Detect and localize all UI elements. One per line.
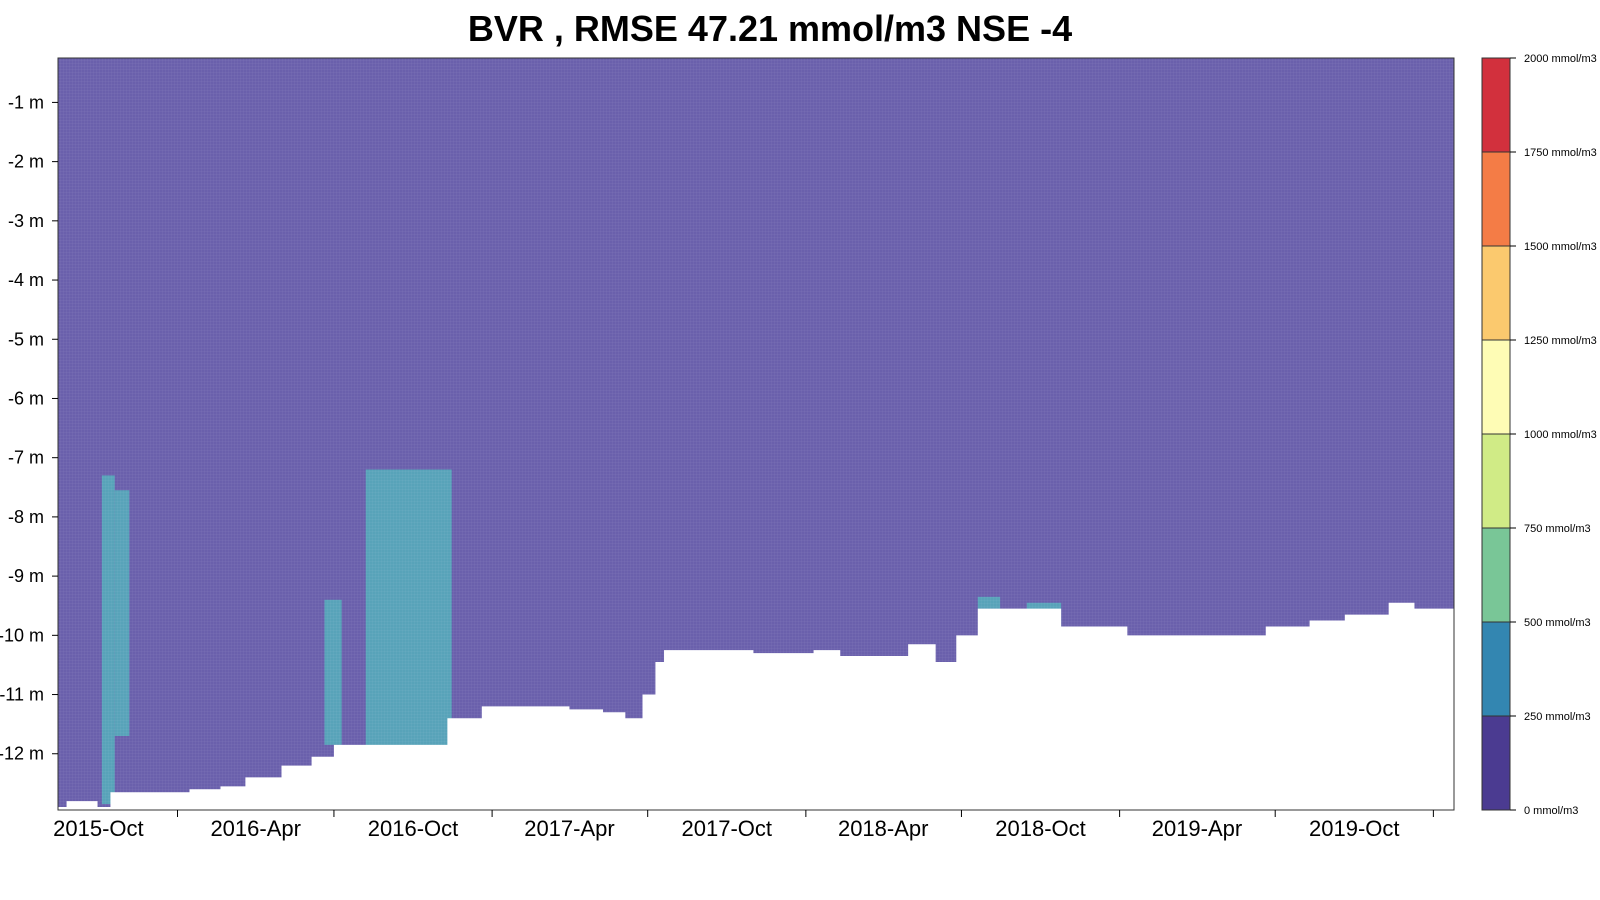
y-tick-label: -12 m <box>0 744 44 764</box>
colorbar-label: 1750 mmol/m3 <box>1524 147 1597 159</box>
colorbar-label: 750 mmol/m3 <box>1524 523 1591 535</box>
y-tick-label: -11 m <box>0 685 44 705</box>
below-bottom-mask <box>58 602 1454 810</box>
x-tick-label: 2017-Oct <box>682 816 773 841</box>
y-tick-label: -7 m <box>8 448 44 468</box>
y-tick-label: -2 m <box>8 152 44 172</box>
colorbar-label: 1250 mmol/m3 <box>1524 335 1597 347</box>
colorbar-band <box>1481 57 1511 153</box>
chart-title: BVR , RMSE 47.21 mmol/m3 NSE -4 <box>467 8 1073 49</box>
colorbar-band <box>1481 433 1511 529</box>
y-tick-label: -4 m <box>8 270 44 290</box>
y-tick-label: -9 m <box>8 566 44 586</box>
y-tick-label: -10 m <box>0 625 44 645</box>
colorbar-band <box>1481 621 1511 717</box>
colorbar-band <box>1481 527 1511 623</box>
colorbar-band <box>1481 715 1511 811</box>
colorbar-band <box>1481 339 1511 435</box>
x-tick-label: 2018-Apr <box>838 816 929 841</box>
colorbar-label: 1500 mmol/m3 <box>1524 241 1597 253</box>
colorbar-label: 250 mmol/m3 <box>1524 711 1591 723</box>
colorbar-label: 2000 mmol/m3 <box>1524 53 1597 65</box>
y-tick-label: -3 m <box>8 211 44 231</box>
colorbar-band <box>1481 151 1511 247</box>
x-tick-label: 2019-Oct <box>1309 816 1400 841</box>
colorbar-label: 1000 mmol/m3 <box>1524 429 1597 441</box>
x-tick-label: 2019-Apr <box>1152 816 1243 841</box>
x-tick-label: 2017-Apr <box>524 816 615 841</box>
y-tick-label: -6 m <box>8 388 44 408</box>
y-tick-label: -1 m <box>8 92 44 112</box>
plot-frame <box>57 57 1455 811</box>
colorbar-band <box>1481 245 1511 341</box>
y-tick-label: -8 m <box>8 507 44 527</box>
x-tick-label: 2016-Apr <box>210 816 301 841</box>
colorbar-label: 0 mmol/m3 <box>1524 805 1578 817</box>
x-tick-label: 2018-Oct <box>995 816 1086 841</box>
x-tick-label: 2015-Oct <box>53 816 144 841</box>
x-tick-label: 2016-Oct <box>368 816 459 841</box>
colorbar-label: 500 mmol/m3 <box>1524 617 1591 629</box>
y-tick-label: -5 m <box>8 329 44 349</box>
